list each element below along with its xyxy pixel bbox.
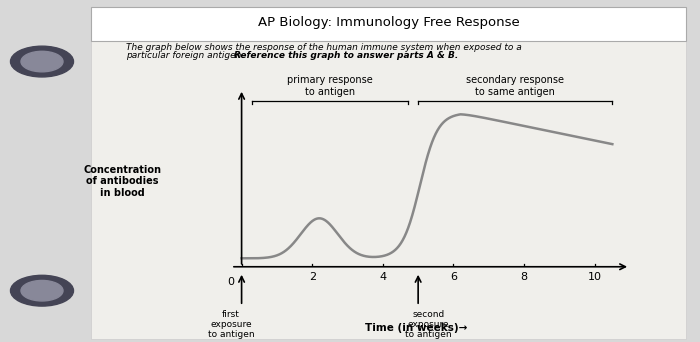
Text: first
exposure
to antigen: first exposure to antigen [208, 310, 254, 339]
Text: primary response
to antigen: primary response to antigen [287, 75, 372, 96]
Text: AP Biology: Immunology Free Response: AP Biology: Immunology Free Response [258, 16, 519, 29]
Text: Reference this graph to answer parts A & B.: Reference this graph to answer parts A &… [234, 51, 458, 60]
Circle shape [10, 275, 74, 306]
Text: 0: 0 [228, 277, 234, 287]
Circle shape [10, 46, 74, 77]
Text: Time (in weeks)→: Time (in weeks)→ [365, 323, 468, 333]
FancyBboxPatch shape [91, 7, 686, 339]
Text: Concentration
of antibodies
in blood: Concentration of antibodies in blood [83, 165, 162, 198]
Text: second
exposure
to antigen: second exposure to antigen [405, 310, 452, 339]
Text: secondary response
to same antigen: secondary response to same antigen [466, 75, 564, 96]
FancyBboxPatch shape [91, 7, 686, 41]
Text: particular foreign antigen.: particular foreign antigen. [126, 51, 250, 60]
Circle shape [21, 51, 63, 72]
Text: The graph below shows the response of the human immune system when exposed to a: The graph below shows the response of th… [126, 43, 522, 52]
Circle shape [21, 280, 63, 301]
